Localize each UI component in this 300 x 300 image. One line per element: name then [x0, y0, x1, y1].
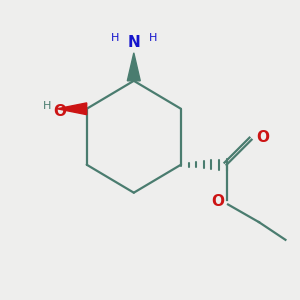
Text: H: H — [43, 101, 51, 111]
Text: H: H — [149, 32, 157, 43]
Text: O: O — [53, 104, 66, 119]
Text: O: O — [256, 130, 269, 145]
Polygon shape — [57, 103, 87, 115]
Text: N: N — [128, 35, 140, 50]
Text: H: H — [110, 32, 119, 43]
Text: O: O — [211, 194, 224, 209]
Polygon shape — [127, 53, 140, 81]
